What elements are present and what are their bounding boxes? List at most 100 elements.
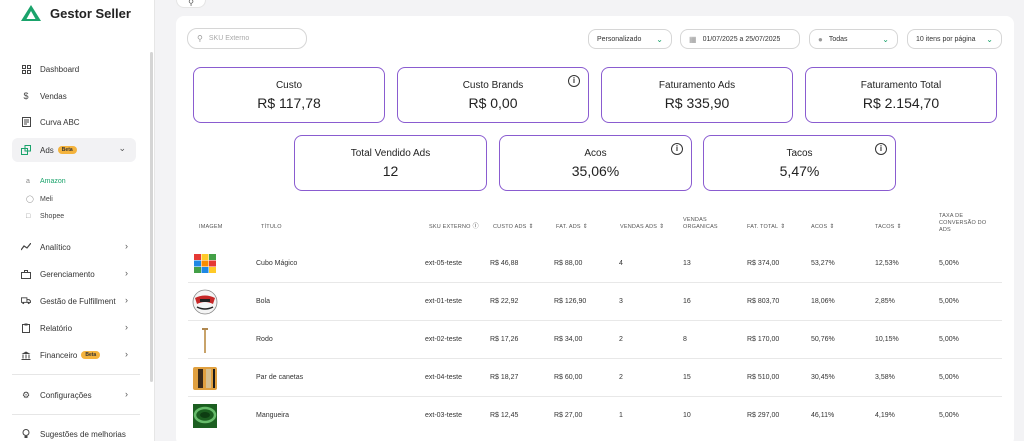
sidebar-item-configuracoes[interactable]: ⚙ Configurações › (12, 384, 138, 406)
column-header-label: TACOS (875, 224, 895, 230)
cell-vendas-organicas: 8 (683, 336, 687, 343)
sidebar-scrollbar[interactable] (150, 52, 153, 382)
subnav-item-amazon[interactable]: a Amazon (26, 173, 126, 191)
sidebar-item-vendas[interactable]: $ Vendas (12, 85, 138, 107)
account-select[interactable]: ● Todas ⌄ (809, 29, 898, 49)
chevron-down-icon: ⌄ (986, 34, 993, 44)
sidebar-item-financeiro[interactable]: Financeiro Beta › (12, 344, 138, 366)
table-row[interactable]: Cubo Mágico ext-05-teste R$ 46,88 R$ 88,… (188, 246, 1002, 283)
info-icon[interactable]: i (875, 143, 887, 155)
column-header-label: FAT. ADS (556, 224, 581, 230)
cell-titulo: Mangueira (256, 412, 290, 419)
page-size-select[interactable]: 10 itens por página ⌄ (907, 29, 1002, 49)
period-select[interactable]: Personalizado ⌄ (588, 29, 672, 49)
brand-name: Gestor Seller (50, 5, 131, 21)
subnav-item-shopee[interactable]: □ Shopee (26, 208, 126, 226)
amazon-icon: a (26, 178, 30, 186)
card-faturamento-ads: Faturamento Ads R$ 335,90 (601, 67, 793, 123)
sidebar-item-relatorio[interactable]: Relatório › (12, 317, 138, 339)
column-header-label: SKU EXTERNO (429, 224, 471, 230)
sku-search-input[interactable] (208, 35, 299, 42)
sidebar-item-sugestoes[interactable]: Sugestões de melhorias (12, 423, 138, 441)
column-header-tacos[interactable]: TACOS ⇕ (875, 224, 902, 231)
subnav-item-label: Shopee (40, 213, 65, 221)
cell-sku: ext-05-teste (425, 260, 462, 267)
sidebar-item-gerenciamento[interactable]: Gerenciamento › (12, 263, 138, 285)
table-row[interactable]: Mangueira ext-03-teste R$ 12,45 R$ 27,00… (188, 398, 1002, 435)
cell-vendas-ads: 3 (619, 298, 623, 305)
table-header: IMAGEM TÍTULO SKU EXTERNO ⓘ CUSTO ADS ⇕ FA… (188, 210, 1008, 254)
info-icon[interactable]: i (671, 143, 683, 155)
sort-icon: ⇕ (896, 224, 902, 230)
sort-icon: ⇕ (780, 224, 786, 230)
cell-vendas-organicas: 16 (683, 298, 691, 305)
chevron-right-icon: › (125, 241, 128, 251)
chevron-right-icon: › (125, 322, 128, 332)
cell-custo-ads: R$ 12,45 (490, 412, 519, 419)
column-header-imagem: IMAGEM (199, 224, 223, 230)
search-box[interactable]: ⚲ (187, 28, 307, 49)
column-header-fat-total[interactable]: FAT. TOTAL ⇕ (747, 224, 785, 231)
sidebar-item-label: Curva ABC (40, 117, 80, 127)
sidebar-item-label: Relatório (40, 323, 73, 333)
column-header-label: ORGANICAS (683, 224, 718, 230)
sidebar-item-label: Sugestões de melhorias (40, 429, 126, 439)
chevron-down-icon: ⌄ (656, 34, 663, 44)
brand[interactable]: Gestor Seller (20, 2, 131, 24)
cell-taxa-conversao: 5,00% (939, 336, 959, 343)
sidebar-item-fulfillment[interactable]: Gestão de Fulfillment › (12, 290, 138, 312)
date-range-value: 01/07/2025 a 25/07/2025 (702, 35, 781, 43)
info-icon[interactable]: i (568, 75, 580, 87)
sort-icon: ⇕ (582, 224, 588, 230)
cell-vendas-ads: 2 (619, 374, 623, 381)
cell-vendas-ads: 4 (619, 260, 623, 267)
card-label: Custo Brands (462, 80, 524, 91)
column-header-vendas-ads[interactable]: VENDAS ADS ⇕ (620, 224, 664, 231)
sidebar-item-dashboard[interactable]: Dashboard (12, 58, 138, 80)
cell-vendas-organicas: 10 (683, 412, 691, 419)
sidebar-item-analitico[interactable]: Analítico › (12, 236, 138, 258)
search-icon: ⚲ (197, 34, 203, 43)
top-tab[interactable]: ⚲ (176, 0, 206, 8)
cell-vendas-organicas: 15 (683, 374, 691, 381)
card-label: Total Vendido Ads (350, 148, 431, 159)
table-row[interactable]: Rodo ext-02-teste R$ 17,26 R$ 34,00 2 8 … (188, 322, 1002, 359)
cell-titulo: Cubo Mágico (256, 260, 298, 267)
column-header-vendas-organicas[interactable]: VENDAS ORGANICAS (683, 217, 718, 231)
sidebar-item-curva-abc[interactable]: Curva ABC (12, 111, 138, 133)
bulb-icon (21, 429, 31, 439)
column-header-label: CONVERSÃO DO (939, 220, 987, 226)
subnav-item-meli[interactable]: ◯ Meli (26, 191, 126, 209)
sidebar-item-label: Gerenciamento (40, 269, 95, 279)
cell-sku: ext-02-teste (425, 336, 462, 343)
table-row[interactable]: Par de canetas ext-04-teste R$ 18,27 R$ … (188, 360, 1002, 397)
period-select-value: Personalizado (597, 35, 642, 43)
cell-fat-ads: R$ 88,00 (554, 260, 583, 267)
product-image-canetas (193, 367, 217, 390)
column-header-fat-ads[interactable]: FAT. ADS ⇕ (556, 224, 588, 231)
cell-titulo: Rodo (256, 336, 273, 343)
card-label: Faturamento Total (860, 80, 942, 91)
sidebar-item-ads[interactable]: Ads Beta ⌄ (12, 138, 136, 162)
card-acos: i Acos 35,06% (499, 135, 692, 191)
column-header-acos[interactable]: ACOS ⇕ (811, 224, 835, 231)
cell-fat-ads: R$ 27,00 (554, 412, 583, 419)
cell-fat-total: R$ 803,70 (747, 298, 780, 305)
column-header-label: ACOS (811, 224, 828, 230)
chevron-down-icon: ⌄ (882, 34, 889, 44)
cell-tacos: 10,15% (875, 336, 899, 343)
sidebar-item-label: Dashboard (40, 64, 80, 74)
column-header-custo-ads[interactable]: CUSTO ADS ⇕ (493, 224, 534, 231)
table-row[interactable]: Bola ext-01-teste R$ 22,92 R$ 126,90 3 1… (188, 284, 1002, 321)
column-header-sku[interactable]: SKU EXTERNO ⓘ (429, 224, 479, 231)
date-range-picker[interactable]: ▦ 01/07/2025 a 25/07/2025 (680, 29, 800, 49)
column-header-taxa-conversao[interactable]: TAXA DE CONVERSÃO DO ADS (939, 213, 986, 234)
cell-acos: 18,06% (811, 298, 835, 305)
cell-sku: ext-01-teste (425, 298, 462, 305)
sidebar: Gestor Seller Dashboard $ Vendas Curva A… (0, 0, 155, 441)
cell-vendas-ads: 2 (619, 336, 623, 343)
cell-fat-ads: R$ 34,00 (554, 336, 583, 343)
main-panel: ⚲ Personalizado ⌄ ▦ 01/07/2025 a 25/07/2… (176, 16, 1014, 441)
shopee-icon: □ (26, 213, 31, 221)
report-icon (21, 117, 31, 127)
